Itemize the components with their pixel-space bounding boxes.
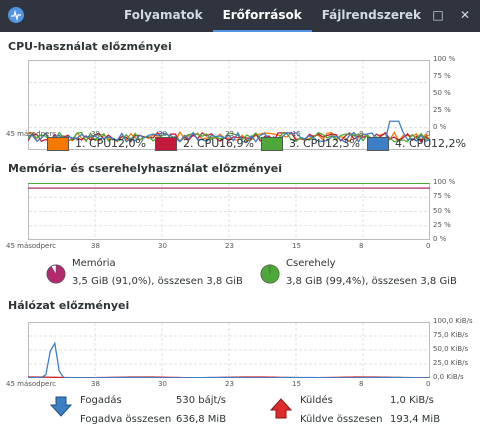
cpu4-value: 12,2%	[431, 137, 466, 150]
y-tick-label: 25 %	[433, 106, 451, 114]
tab-resources[interactable]: Erőforrások	[212, 0, 312, 32]
cpu2-value: 16,9%	[219, 137, 254, 150]
send-rate: 1,0 KiB/s	[390, 395, 434, 406]
download-arrow-icon[interactable]	[50, 395, 72, 417]
receive-total: 636,8 MiB	[176, 414, 227, 425]
x-tick-label: 23	[225, 242, 234, 250]
title-bar: Folyamatok Erőforrások Fájlrendszerek – …	[0, 0, 480, 32]
cpu3-label: 3. CPU	[289, 137, 326, 150]
cpu4-color-swatch[interactable]	[367, 137, 389, 151]
swap-pie-icon[interactable]	[260, 264, 280, 284]
x-tick-label: 30	[158, 380, 167, 388]
y-tick-label: 75,0 KiB/s	[433, 331, 469, 339]
y-tick-label: 75 %	[433, 192, 451, 201]
cpu2-color-swatch[interactable]	[155, 137, 177, 151]
x-tick-label: 45 másodperc	[6, 242, 56, 250]
x-tick-label: 0	[426, 130, 431, 138]
y-tick-label: 25 %	[433, 220, 451, 229]
tab-filesystems[interactable]: Fájlrendszerek	[321, 8, 421, 22]
x-tick-label: 15	[292, 130, 301, 138]
cpu3-color-swatch[interactable]	[261, 137, 283, 151]
legend-cpu4: 4. CPU 12,2%	[367, 136, 477, 154]
minimize-icon[interactable]: –	[406, 8, 412, 22]
cpu4-series-line	[28, 120, 430, 144]
x-tick-label: 45 másodperc	[6, 380, 56, 388]
y-tick-label: 50 %	[433, 206, 451, 215]
system-monitor-icon	[8, 7, 24, 23]
cpu1-label: 1. CPU	[75, 137, 112, 150]
x-tick-label: 8	[359, 380, 364, 388]
legend-cpu2: 2. CPU 16,9%	[155, 136, 265, 154]
y-tick-label: 100 %	[433, 55, 456, 63]
legend-cpu3: 3. CPU 12,3%	[261, 136, 371, 154]
maximize-icon[interactable]: □	[432, 8, 444, 22]
x-tick-label: 30	[158, 130, 167, 138]
y-tick-label: 0,0 KiB/s	[433, 373, 464, 381]
y-tick-label: 75 %	[433, 72, 451, 80]
memory-label: Memória	[72, 258, 116, 269]
swap-label: Cserehely	[286, 258, 336, 269]
memory-detail: 3,5 GiB (91,0%), összesen 3,8 GiB	[72, 276, 243, 287]
cpu2-series-line	[28, 131, 430, 143]
x-tick-label: 45 másodperc	[6, 130, 56, 138]
y-tick-label: 25,0 KiB/s	[433, 359, 469, 367]
cpu-section-title: CPU-használat előzményei	[8, 40, 172, 53]
network-section-title: Hálózat előzményei	[8, 299, 130, 312]
tab-processes[interactable]: Folyamatok	[124, 8, 203, 22]
y-tick-label: 100,0 KiB/s	[433, 317, 473, 325]
x-tick-label: 15	[292, 242, 301, 250]
x-tick-label: 38	[91, 242, 100, 250]
x-tick-label: 38	[91, 130, 100, 138]
memory-section-title: Memória- és cserehelyhasználat előzménye…	[8, 162, 283, 175]
cpu1-value: 12,0%	[111, 137, 146, 150]
x-tick-label: 8	[359, 130, 364, 138]
cpu-graph	[28, 60, 430, 150]
y-tick-label: 50 %	[433, 89, 451, 97]
y-tick-label: 100 %	[433, 178, 456, 186]
receive-rate: 530 bájt/s	[176, 395, 227, 406]
x-tick-label: 30	[158, 242, 167, 250]
resources-panel: CPU-használat előzményei 1. CPU 12,0% 2.…	[0, 32, 480, 436]
cpu3-series-line	[28, 131, 430, 143]
y-tick-label: 0 %	[433, 123, 447, 131]
cpu4-label: 4. CPU	[395, 137, 432, 150]
memory-graph	[28, 183, 430, 240]
network-graph	[28, 322, 430, 378]
send-label: Küldés	[300, 395, 333, 406]
legend-cpu1: 1. CPU 12,0%	[47, 136, 157, 154]
upload-arrow-icon[interactable]	[270, 398, 292, 420]
tab-bar: Folyamatok Erőforrások Fájlrendszerek	[114, 0, 431, 32]
receive-total-label: Fogadva összesen	[80, 414, 172, 425]
memory-pie-icon[interactable]	[46, 264, 66, 284]
x-tick-label: 23	[225, 130, 234, 138]
swap-detail: 3,8 GiB (99,4%), összesen 3,8 GiB	[286, 276, 457, 287]
x-tick-label: 15	[292, 380, 301, 388]
receive-series-line	[28, 341, 430, 378]
close-icon[interactable]: ✕	[459, 8, 471, 22]
cpu3-value: 12,3%	[325, 137, 360, 150]
y-tick-label: 50,0 KiB/s	[433, 345, 469, 353]
x-tick-label: 23	[225, 380, 234, 388]
cpu1-color-swatch[interactable]	[47, 137, 69, 151]
send-total-label: Küldve összesen	[300, 414, 383, 425]
receive-label: Fogadás	[80, 395, 122, 406]
y-tick-label: 0 %	[433, 235, 447, 243]
send-total: 193,4 MiB	[390, 414, 441, 425]
x-tick-label: 0	[426, 242, 431, 250]
cpu2-label: 2. CPU	[183, 137, 220, 150]
x-tick-label: 0	[426, 380, 431, 388]
x-tick-label: 38	[91, 380, 100, 388]
x-tick-label: 8	[359, 242, 364, 250]
